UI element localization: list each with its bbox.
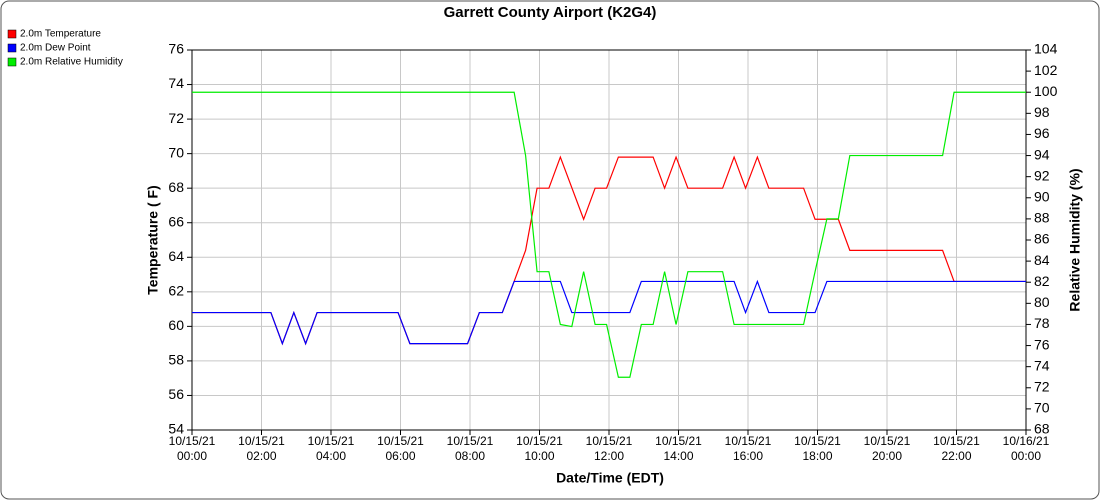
x-tick-label: 10/15/21 16:00 bbox=[725, 434, 772, 463]
y-tick-label: 72 bbox=[168, 110, 184, 126]
y-axis-label: Temperature ( F) bbox=[145, 185, 161, 294]
plot-border bbox=[191, 49, 1027, 431]
y2-tick-label: 70 bbox=[1034, 400, 1050, 416]
x-tick-label: 10/15/21 00:00 bbox=[169, 434, 216, 463]
x-tick-label: 10/15/21 02:00 bbox=[238, 434, 285, 463]
y2-tick-label: 94 bbox=[1034, 146, 1050, 162]
y2-tick-label: 76 bbox=[1034, 336, 1050, 352]
series-line bbox=[192, 91, 1026, 378]
y-tick-label: 70 bbox=[168, 144, 184, 160]
y2-tick-label: 98 bbox=[1034, 104, 1050, 120]
x-tick-label: 10/15/21 14:00 bbox=[655, 434, 702, 463]
y2-tick-label: 74 bbox=[1034, 357, 1050, 373]
y-tick-label: 66 bbox=[168, 213, 184, 229]
legend-swatch bbox=[7, 43, 17, 53]
y2-tick-label: 102 bbox=[1034, 62, 1058, 78]
y2-tick-label: 100 bbox=[1034, 83, 1058, 99]
y-tick-label: 56 bbox=[168, 386, 184, 402]
y-tick-label: 64 bbox=[168, 248, 184, 264]
legend-label: 2.0m Temperature bbox=[20, 29, 101, 40]
y2-tick-label: 92 bbox=[1034, 167, 1050, 183]
x-tick-label: 10/16/21 00:00 bbox=[1003, 434, 1050, 463]
x-tick-label: 10/15/21 18:00 bbox=[794, 434, 841, 463]
y-tick-label: 60 bbox=[168, 317, 184, 333]
y2-tick-label: 72 bbox=[1034, 378, 1050, 394]
y2-tick-label: 84 bbox=[1034, 252, 1050, 268]
y2-tick-label: 90 bbox=[1034, 188, 1050, 204]
y2-tick-label: 68 bbox=[1034, 421, 1050, 437]
y2-tick-label: 96 bbox=[1034, 125, 1050, 141]
y-tick-label: 68 bbox=[168, 179, 184, 195]
y-tick-label: 76 bbox=[168, 41, 184, 57]
series-line bbox=[192, 279, 1026, 346]
legend-swatch bbox=[7, 29, 17, 39]
y-tick-label: 58 bbox=[168, 352, 184, 368]
y2-tick-label: 80 bbox=[1034, 294, 1050, 310]
x-tick-label: 10/15/21 12:00 bbox=[586, 434, 633, 463]
x-axis-label: Date/Time (EDT) bbox=[556, 470, 664, 486]
y2-axis-label: Relative Humidity (%) bbox=[1067, 168, 1083, 311]
x-tick-label: 10/15/21 04:00 bbox=[308, 434, 355, 463]
y2-tick-label: 78 bbox=[1034, 315, 1050, 331]
y-tick-label: 62 bbox=[168, 283, 184, 299]
chart-title: Garrett County Airport (K2G4) bbox=[444, 4, 657, 21]
x-tick-label: 10/15/21 22:00 bbox=[933, 434, 980, 463]
legend-label: 2.0m Relative Humidity bbox=[20, 57, 123, 68]
x-tick-label: 10/15/21 06:00 bbox=[377, 434, 424, 463]
y-tick-label: 54 bbox=[168, 421, 184, 437]
x-tick-label: 10/15/21 20:00 bbox=[864, 434, 911, 463]
y2-tick-label: 104 bbox=[1034, 41, 1058, 57]
legend-label: 2.0m Dew Point bbox=[20, 43, 91, 54]
legend-swatch bbox=[7, 57, 17, 67]
y2-tick-label: 88 bbox=[1034, 210, 1050, 226]
x-tick-label: 10/15/21 10:00 bbox=[516, 434, 563, 463]
x-tick-label: 10/15/21 08:00 bbox=[447, 434, 494, 463]
y2-tick-label: 86 bbox=[1034, 231, 1050, 247]
y-tick-label: 74 bbox=[168, 75, 184, 91]
y2-tick-label: 82 bbox=[1034, 273, 1050, 289]
